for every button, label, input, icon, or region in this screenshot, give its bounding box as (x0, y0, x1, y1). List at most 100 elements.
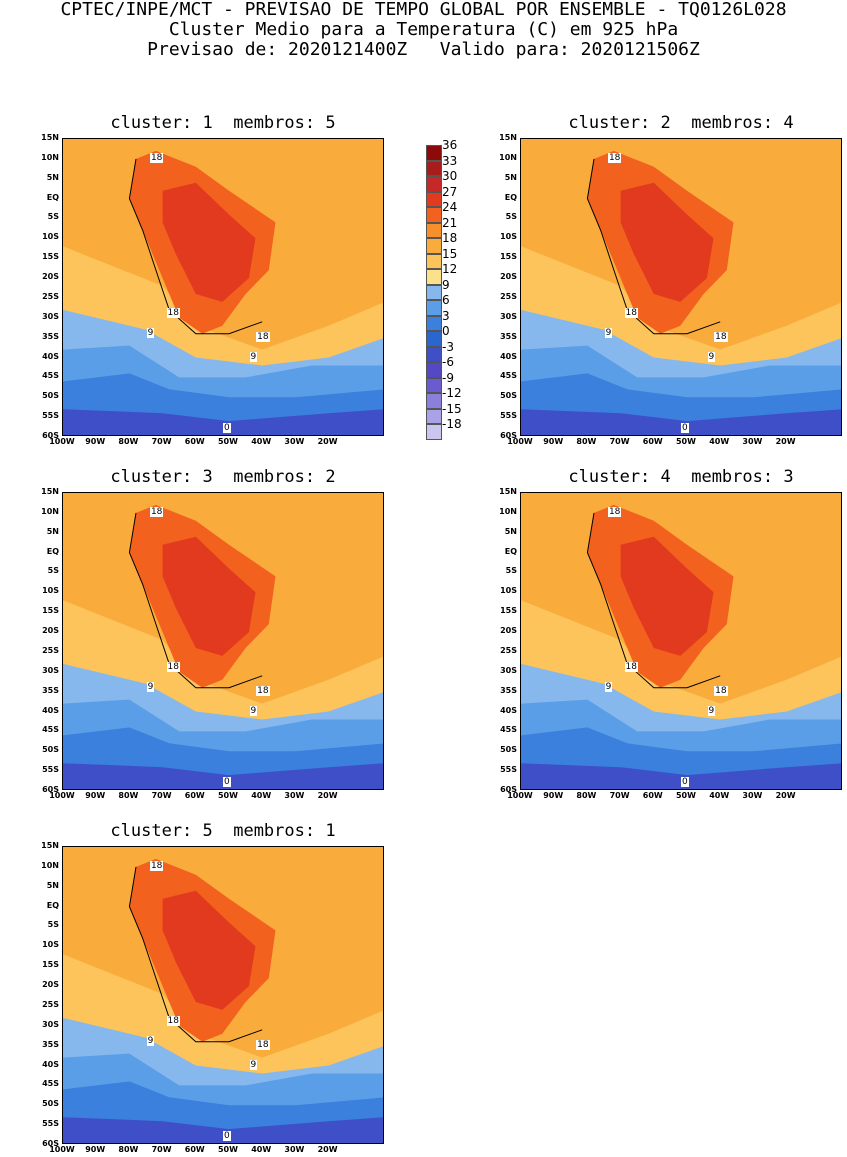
contour-label: 0 (680, 423, 689, 434)
lon-tick-label: 100W (49, 437, 75, 446)
colorbar-segment (426, 238, 442, 254)
lat-tick-label: 15N (41, 841, 59, 850)
lat-tick-label: 30S (42, 311, 59, 321)
lon-tick-label: 40W (251, 1145, 272, 1154)
lat-tick-label: 55S (42, 765, 59, 775)
contour-label: 18 (256, 1039, 270, 1050)
chart-title-line-2: Cluster Medio para a Temperatura (C) em … (168, 19, 679, 40)
lon-tick-label: 40W (251, 437, 272, 446)
lat-tick-label: 10N (41, 506, 59, 516)
lat-tick-label: 15N (41, 487, 59, 496)
colorbar-label: 9 (442, 277, 450, 292)
contour-label: 9 (249, 351, 258, 362)
lat-tick-label: EQ (46, 900, 59, 910)
colorbar-segment (426, 253, 442, 269)
lat-tick-label: 35S (500, 331, 517, 341)
lon-tick-label: 80W (118, 791, 139, 800)
temperature-map-5: 18 18 9 18 9 0 (62, 846, 384, 1144)
lat-tick-label: 15S (500, 606, 517, 616)
lon-tick-label: 80W (118, 1145, 139, 1154)
lat-tick-label: 15N (499, 133, 517, 142)
lon-tick-label: 70W (609, 791, 630, 800)
colorbar-segment (426, 377, 442, 393)
lat-tick-label: 20S (500, 272, 517, 282)
lat-tick-label: 15N (41, 133, 59, 142)
colorbar-label: 18 (442, 231, 458, 245)
lat-tick-label: 5N (46, 172, 59, 182)
contour-label: 18 (256, 331, 270, 342)
lat-tick-label: 15S (42, 960, 59, 970)
lat-tick-label: 55S (500, 765, 517, 775)
colorbar-label: -15 (442, 401, 462, 416)
lat-tick-label: EQ (46, 546, 59, 556)
contour-label: 0 (680, 777, 689, 788)
lat-tick-label: 40S (42, 705, 59, 715)
panel-title-5: cluster: 5 membros: 1 (110, 821, 336, 841)
panel-title-3: cluster: 3 membros: 2 (110, 467, 336, 487)
lat-tick-label: 10S (42, 586, 59, 596)
lon-tick-label: 20W (317, 437, 338, 446)
contour-label: 18 (149, 860, 164, 871)
colorbar-segment (426, 160, 442, 176)
lon-tick-label: 70W (151, 1145, 172, 1154)
lat-tick-label: 40S (42, 351, 59, 361)
lat-tick-label: 60S (42, 785, 59, 794)
colorbar-segment (426, 393, 442, 409)
lat-tick-label: 5S (47, 212, 59, 222)
contour-label: 0 (222, 777, 231, 788)
lon-tick-label: 90W (543, 437, 564, 446)
lat-tick-label: 25S (500, 645, 517, 655)
contour-label: 18 (607, 152, 622, 163)
lon-tick-label: 80W (576, 437, 597, 446)
lon-tick-label: 60W (642, 437, 663, 446)
lat-tick-label: 30S (42, 1019, 59, 1029)
lat-tick-label: 30S (500, 665, 517, 675)
temperature-map-2: 18 18 9 18 9 0 (520, 138, 842, 436)
contour-label: 0 (222, 1131, 231, 1142)
lat-tick-label: 55S (42, 411, 59, 421)
lat-tick-label: 45S (42, 371, 59, 381)
contour-label: 18 (624, 661, 638, 672)
panel-title-4: cluster: 4 membros: 3 (568, 467, 794, 487)
colorbar-segment (426, 176, 442, 192)
contour-label: 9 (604, 327, 613, 338)
lon-tick-label: 80W (576, 791, 597, 800)
colorbar-segment (426, 408, 442, 424)
lat-tick-label: 30S (500, 311, 517, 321)
colorbar-label: 6 (442, 293, 450, 307)
colorbar-segment (426, 222, 442, 238)
colorbar-segment (426, 191, 442, 207)
lat-tick-label: 5S (47, 566, 59, 576)
temperature-map-1: 18 18 9 18 9 0 (62, 138, 384, 436)
colorbar-label: 30 (442, 169, 458, 183)
lat-tick-label: 45S (500, 371, 517, 381)
colorbar-label: -9 (442, 370, 454, 385)
contour-label: 9 (146, 1035, 155, 1046)
contour-label: 18 (166, 307, 180, 318)
contour-label: 9 (249, 705, 258, 716)
colorbar-label: 3 (442, 308, 450, 323)
colorbar-label: -18 (442, 417, 462, 431)
lat-tick-label: 20S (500, 626, 517, 636)
colorbar-label: -12 (442, 386, 462, 400)
lon-tick-label: 90W (85, 1145, 106, 1154)
lon-tick-label: 100W (49, 791, 75, 800)
colorbar-segment (426, 315, 442, 331)
lon-tick-label: 60W (184, 1145, 205, 1154)
colorbar-label: 15 (442, 246, 458, 261)
lat-tick-label: 25S (42, 291, 59, 301)
contour-label: 18 (607, 506, 622, 517)
lon-tick-label: 30W (742, 437, 763, 446)
lat-tick-label: 10N (41, 152, 59, 162)
contour-label: 9 (146, 681, 155, 692)
lat-tick-label: 15S (500, 252, 517, 262)
lon-tick-label: 60W (184, 791, 205, 800)
colorbar-label: 33 (442, 153, 458, 168)
lat-tick-label: 35S (42, 331, 59, 341)
lat-tick-label: 5S (47, 920, 59, 930)
colorbar-segment (426, 284, 442, 300)
lat-tick-label: 50S (42, 391, 59, 401)
contour-label: 18 (714, 331, 728, 342)
lon-tick-label: 30W (284, 1145, 305, 1154)
colorbar-label: -6 (442, 355, 454, 369)
